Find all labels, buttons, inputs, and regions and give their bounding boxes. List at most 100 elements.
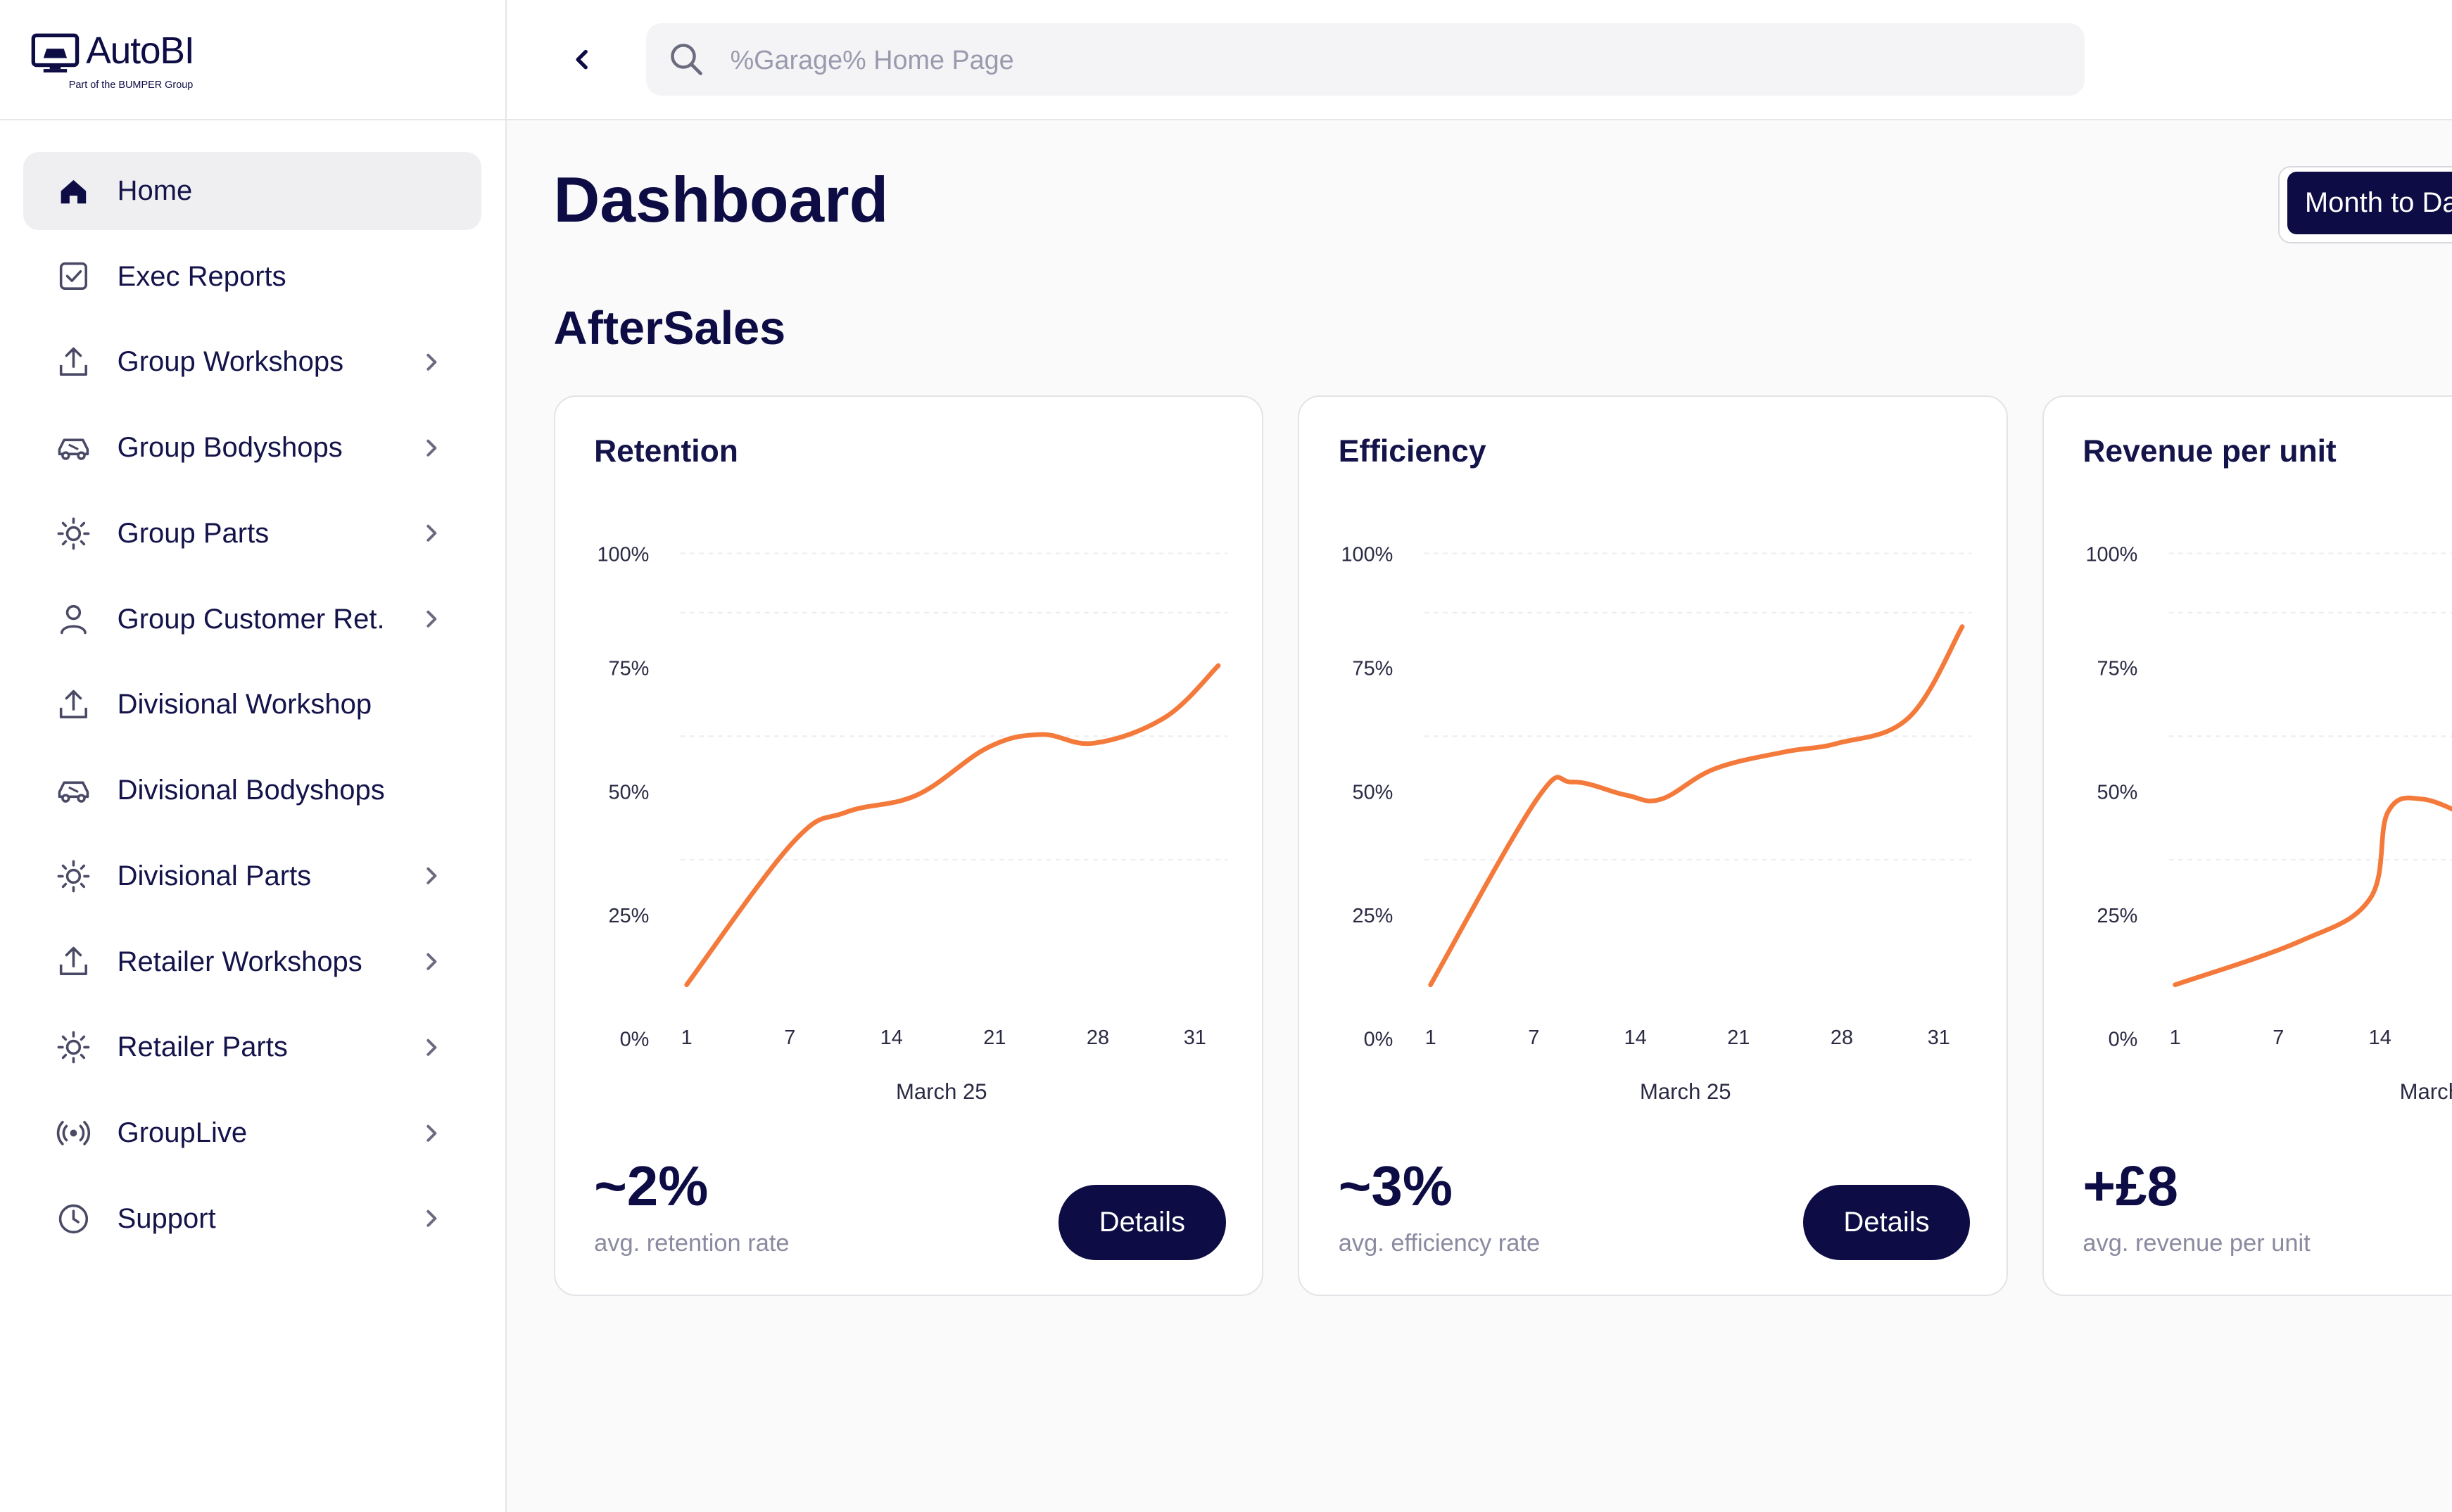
x-tick-label: 1 [1425,1027,1436,1049]
sidebar-item-group-customer-ret[interactable]: Group Customer Ret. [23,580,481,658]
sidebar-item-label: Group Parts [117,517,270,549]
details-button[interactable]: Details [1058,1184,1226,1260]
car-icon [58,438,89,460]
x-tick-label: 14 [2368,1027,2391,1049]
user-icon [60,605,87,635]
stat-label: avg. revenue per unit [2083,1230,2311,1257]
stat-value: +£8 [2083,1154,2178,1217]
y-tick-label: 0% [1364,1028,1394,1050]
kpi-card-revenue-per-unit: Revenue per unit 0% 25% 50% 75% 100% 1 7 14 March… [2042,395,2452,1296]
search-input[interactable] [727,36,2063,87]
sidebar-item-group-parts[interactable]: Group Parts [23,495,481,573]
period-selector[interactable]: Month to Da [2278,165,2452,244]
sidebar-item-label: Divisional Bodyshops [117,775,385,806]
sidebar-item-divisional-parts[interactable]: Divisional Parts [23,837,481,915]
line-chart: 0% 25% 50% 75% 100% 1 7 14 21 28 31 March 25 [1341,543,1972,1104]
y-tick-label: 100% [597,543,649,566]
x-tick-label: 31 [1928,1027,1950,1049]
line-chart: 0% 25% 50% 75% 100% 1 7 14 21 28 31 March 25 [597,543,1227,1104]
y-tick-label: 0% [2108,1028,2137,1050]
y-tick-label: 75% [1353,658,1394,680]
brand-tagline: Part of the BUMPER Group [68,80,194,91]
details-button[interactable]: Details [1802,1184,1971,1260]
brand-logo[interactable]: AutoBI Part of the BUMPER Group [0,0,505,120]
x-axis-label: March 25 [1640,1079,1731,1104]
x-tick-label: 7 [784,1027,795,1049]
stat-label: avg. efficiency rate [1338,1230,1541,1257]
y-tick-label: 50% [1353,781,1394,803]
chevron-right-icon[interactable] [419,350,444,375]
chevron-right-icon[interactable] [419,436,444,461]
y-tick-label: 100% [1341,543,1394,566]
x-tick-label: 1 [2169,1027,2180,1049]
sun-icon [57,1031,90,1064]
y-tick-label: 25% [1353,905,1394,927]
x-axis-label: March 25 [896,1079,987,1104]
x-tick-label: 14 [880,1027,902,1049]
sidebar-item-retailer-parts[interactable]: Retailer Parts [23,1008,481,1086]
chevron-right-icon[interactable] [419,1121,444,1146]
sidebar-item-label: GroupLive [117,1117,248,1149]
topbar [506,0,2452,120]
checkbox-icon [59,262,87,291]
chevron-right-icon[interactable] [419,521,444,546]
sidebar-item-exec-reports[interactable]: Exec Reports [23,237,481,315]
sidebar-item-label: Exec Reports [117,260,286,292]
period-button[interactable]: Month to Da [2287,172,2452,235]
y-tick-label: 100% [2085,543,2137,566]
y-tick-label: 50% [2097,781,2137,803]
card-title: Revenue per unit [2083,434,2337,469]
sidebar-item-home[interactable]: Home [23,151,482,230]
card-title: Efficiency [1338,434,1486,469]
chevron-right-icon[interactable] [419,949,444,974]
sidebar-item-group-bodyshops[interactable]: Group Bodyshops [23,409,481,487]
y-tick-label: 75% [2097,658,2137,680]
series-line [683,663,1220,987]
sidebar-item-label: Home [117,174,193,206]
x-tick-label: 14 [1624,1027,1647,1049]
sidebar-item-divisional-bodyshops[interactable]: Divisional Bodyshops [23,751,481,830]
sidebar-item-label: Retailer Parts [117,1031,288,1063]
card-title: Retention [594,434,738,469]
x-tick-label: 21 [1727,1027,1750,1049]
chevron-right-icon[interactable] [419,1035,444,1060]
sidebar-item-retailer-workshops[interactable]: Retailer Workshops [23,922,481,1000]
sidebar-item-label: Support [117,1202,216,1234]
stat-label: avg. retention rate [594,1230,790,1257]
chevron-left-icon[interactable] [563,41,600,78]
x-tick-label: 28 [1831,1027,1853,1049]
x-tick-label: 21 [983,1027,1006,1049]
sidebar-item-grouplive[interactable]: GroupLive [23,1094,481,1172]
support-icon [58,1204,89,1233]
search-icon [671,44,702,75]
sidebar-item-label: Group Customer Ret. [117,603,385,635]
x-tick-label: 28 [1086,1027,1108,1049]
search-bar[interactable] [645,23,2085,96]
broadcast-icon [56,1120,91,1145]
sun-icon [57,517,90,549]
chevron-right-icon[interactable] [419,1206,444,1231]
stat-value: ~3% [1338,1154,1453,1217]
series-line [2173,795,2452,987]
sidebar-item-group-workshops[interactable]: Group Workshops [23,323,481,401]
sidebar-item-label: Group Workshops [117,346,344,378]
sidebar-item-divisional-workshop[interactable]: Divisional Workshop [23,666,481,744]
series-line [1428,624,1965,987]
upload-icon [59,947,87,976]
section-title: AfterSales [553,302,786,355]
chevron-right-icon[interactable] [419,606,444,632]
sidebar: AutoBI Part of the BUMPER Group Home Exec… [0,0,507,1512]
chevron-right-icon[interactable] [419,863,444,889]
y-tick-label: 75% [608,658,649,680]
line-chart: 0% 25% 50% 75% 100% 1 7 14 March [2085,543,2452,1104]
kpi-card-efficiency: Efficiency 0% 25% 50% 75% 100% 1 7 14 21 28 31 March… [1298,395,2008,1296]
upload-icon [59,347,87,376]
x-tick-label: 31 [1183,1027,1206,1049]
monitor-car-icon [32,33,80,72]
sidebar-item-support[interactable]: Support [23,1180,481,1258]
y-tick-label: 0% [619,1028,649,1050]
sun-icon [57,860,90,892]
x-tick-label: 7 [2273,1027,2284,1049]
y-tick-label: 25% [2097,905,2137,927]
upload-icon [59,690,87,719]
